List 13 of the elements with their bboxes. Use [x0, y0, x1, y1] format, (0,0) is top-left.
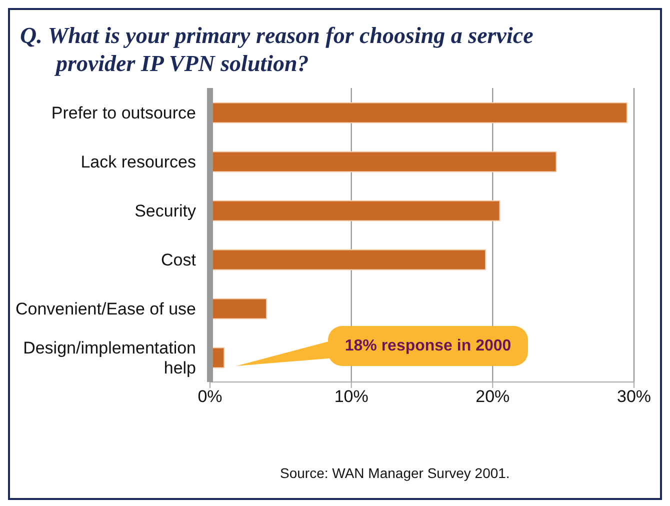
- y-tick-label: Security: [134, 201, 196, 220]
- x-tick-label: 30%: [616, 387, 652, 406]
- x-tick-label: 0%: [198, 387, 222, 406]
- y-tick-label: Cost: [161, 250, 196, 269]
- y-tick-label: Design/implementation help: [23, 338, 196, 377]
- chart-title: Q. What is your primary reason for choosing a service provider IP VPN solution?: [20, 22, 534, 78]
- x-tick-label: 20%: [476, 387, 510, 406]
- x-tick-label: 10%: [334, 387, 368, 406]
- y-tick-label: Lack resources: [80, 152, 196, 171]
- annotation: 18% response in 2000: [344, 338, 512, 354]
- y-tick-label: Prefer to outsource: [51, 103, 196, 122]
- y-tick-label: Convenient/Ease of use: [15, 299, 196, 318]
- source-note: Source: WAN Manager Survey 2001.: [280, 465, 510, 481]
